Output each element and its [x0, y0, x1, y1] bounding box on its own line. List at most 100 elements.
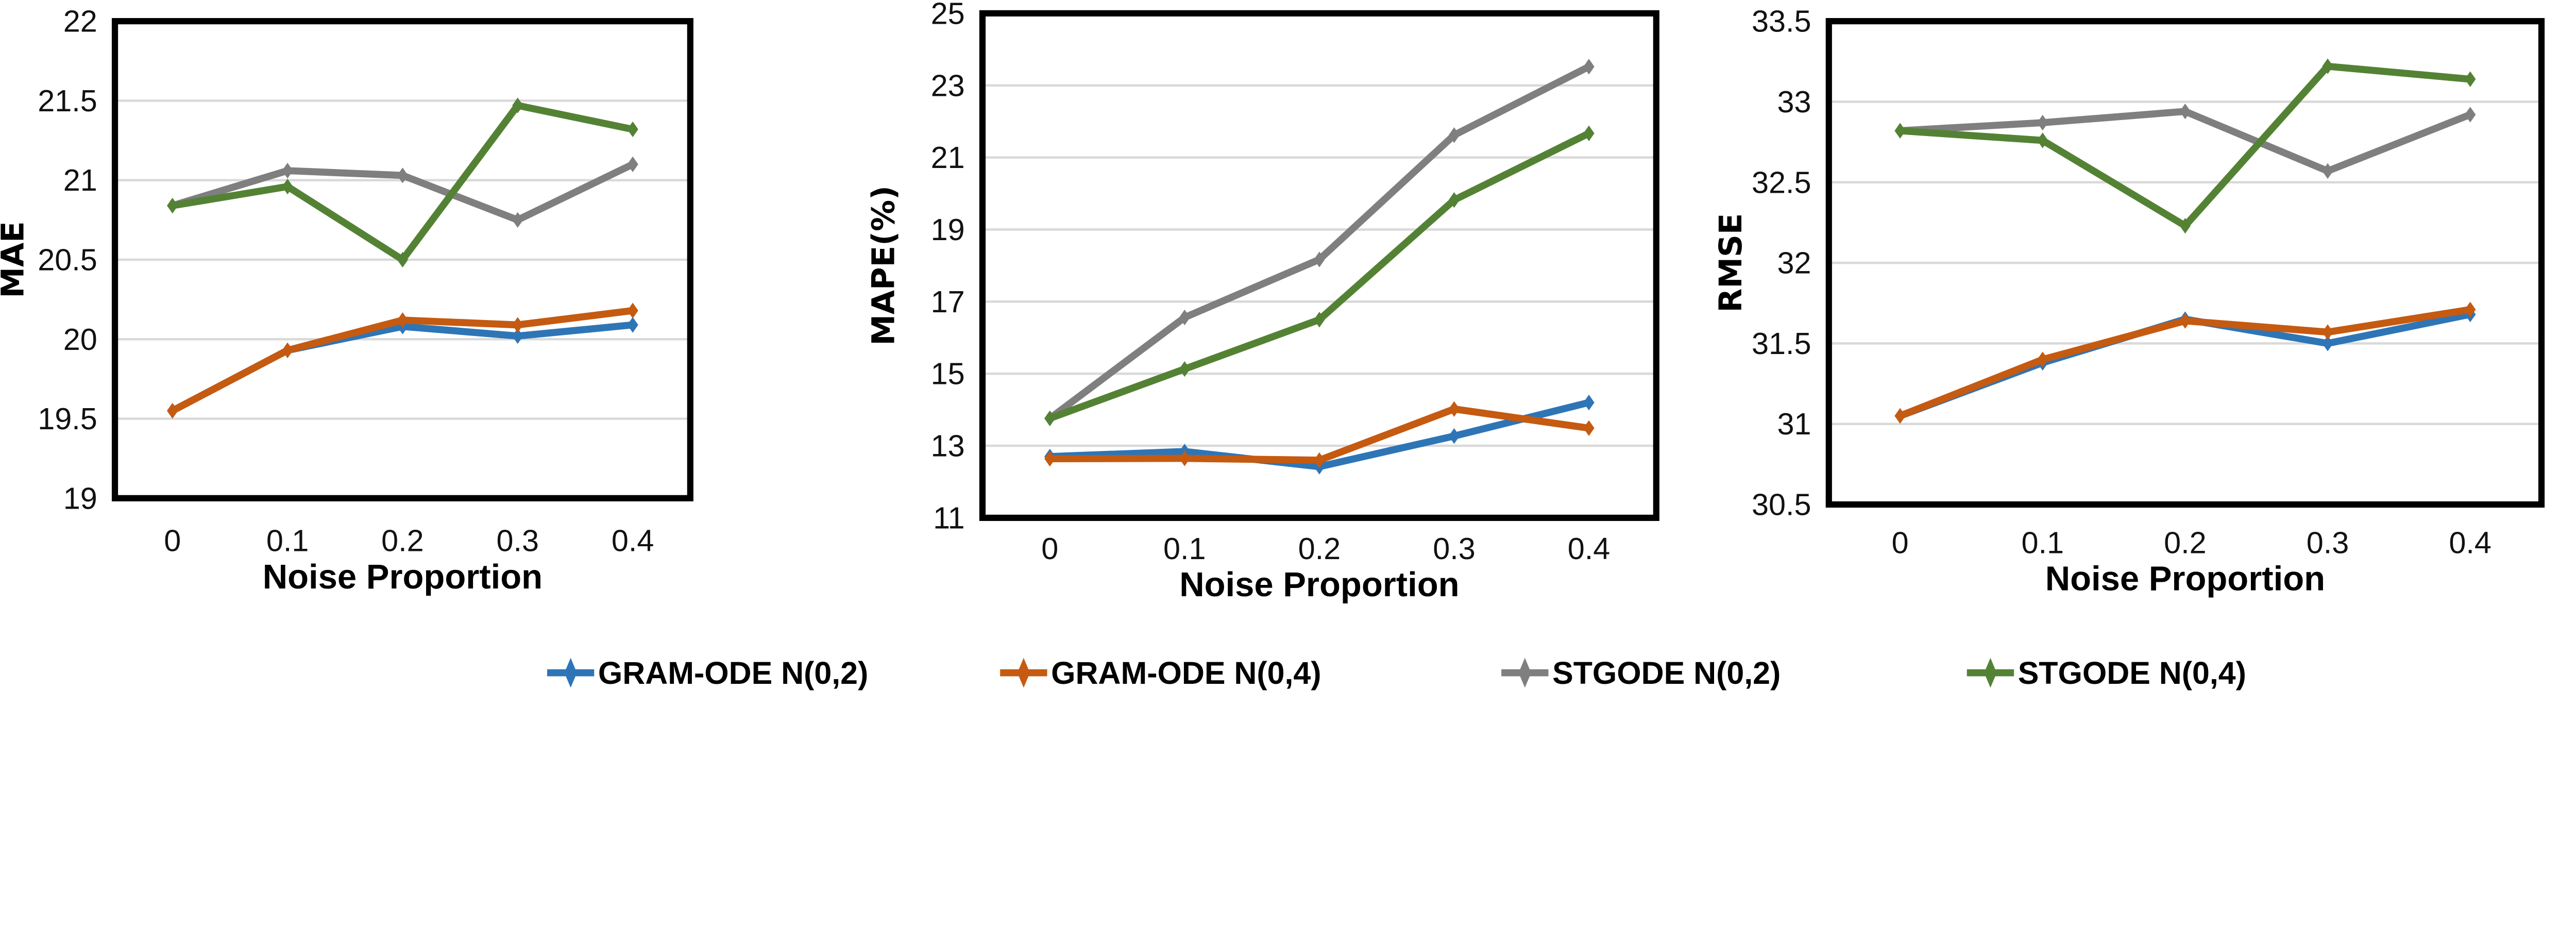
y-tick-label: 23 [931, 68, 965, 103]
series-line [1899, 311, 2471, 419]
data-point [627, 302, 638, 318]
legend-item: STGODE N(0,2) [1501, 655, 1781, 691]
series-gram-ode-n-0-4- [1894, 301, 2476, 424]
y-tick-label: 21 [931, 140, 965, 175]
data-point [2037, 132, 2048, 148]
data-point [512, 317, 523, 333]
series-stgode-n-0-2- [1894, 103, 2476, 179]
data-point [2037, 351, 2048, 367]
data-point [1314, 452, 1325, 468]
data-point [1583, 394, 1595, 411]
x-axis-title: Noise Proportion [1179, 565, 1459, 604]
chart-mape: 11 13 15 17 19 21 23 25 0 0.1 0.2 0.3 0.4 Noise Propo… [866, 0, 1659, 604]
x-tick-label: 0.1 [266, 524, 309, 558]
x-tick-label: 0.1 [2021, 525, 2064, 560]
legend-marker [1518, 658, 1531, 688]
y-tick-label: 13 [931, 429, 965, 463]
x-tick-label: 0.4 [1568, 531, 1611, 566]
legend-label: GRAM-ODE N(0,2) [598, 655, 868, 691]
figure: 19 19.5 20 20.5 21 21.5 22 0 0.1 0.2 0.3 0.4 Noise P… [0, 0, 2545, 691]
x-tick-label: 0.1 [1163, 531, 1206, 566]
data-point [1448, 192, 1460, 208]
plot-frame [111, 18, 693, 501]
series-stgode-n-0-2- [1044, 59, 1595, 427]
legend-marker [1984, 658, 1997, 688]
y-tick-label: 32 [1777, 246, 1811, 280]
data-point [167, 197, 178, 214]
data-point [2465, 301, 2476, 317]
series-line [1047, 63, 1591, 422]
y-tick-label: 21 [63, 163, 97, 197]
series-gram-ode-n-0-4- [167, 302, 638, 419]
data-point [1448, 401, 1460, 417]
y-tick-label: 19 [63, 481, 97, 515]
data-point [1894, 408, 1906, 424]
data-point [2322, 324, 2333, 340]
y-axis-title: MAE [0, 221, 31, 298]
y-tick-label: 20 [63, 322, 97, 357]
y-axis-title: RMSE [1713, 213, 1749, 313]
y-tick-label: 15 [931, 357, 965, 391]
y-tick-label: 33 [1777, 85, 1811, 119]
series-line [1900, 108, 2472, 175]
data-point [2465, 71, 2476, 87]
plot-frame [979, 10, 1659, 521]
data-point [2179, 313, 2191, 329]
y-tick-label: 31.5 [1752, 326, 1811, 361]
legend-label: STGODE N(0,4) [2018, 655, 2246, 691]
data-point [1448, 428, 1460, 444]
series-stgode-n-0-4- [1044, 125, 1595, 427]
legend-item: GRAM-ODE N(0,4) [1000, 655, 1321, 691]
y-tick-label: 25 [931, 0, 965, 30]
plot-frame [1825, 18, 2545, 508]
y-axis-title: MAPE(%) [866, 186, 902, 346]
series-line [1048, 130, 1591, 422]
series-gram-ode-n-0-2- [167, 317, 638, 419]
series-stgode-n-0-4- [167, 97, 638, 268]
y-tick-label: 33.5 [1752, 4, 1811, 39]
y-tick-label: 19 [931, 212, 965, 247]
chart-rmse: 30.5 31 31.5 32 32.5 33 33.5 0 0.1 0.2 0.3 0.4 Noise… [1713, 4, 2545, 598]
data-point [2465, 107, 2476, 123]
x-tick-label: 0.3 [497, 524, 539, 558]
legend-item: GRAM-ODE N(0,2) [547, 655, 868, 691]
x-tick-label: 0.2 [2164, 525, 2207, 560]
data-point [282, 162, 293, 179]
data-point [627, 121, 638, 138]
data-point [1448, 127, 1460, 143]
legend-label: STGODE N(0,2) [1552, 655, 1781, 691]
x-tick-label: 0 [1041, 531, 1058, 566]
series-line [171, 321, 633, 414]
y-tick-label: 22 [63, 4, 97, 39]
data-point [1583, 125, 1595, 141]
x-tick-label: 0 [1892, 525, 1909, 560]
x-tick-label: 0 [164, 524, 181, 558]
data-point [397, 167, 409, 183]
data-point [1179, 450, 1190, 466]
data-point [2037, 114, 2048, 131]
data-point [1314, 251, 1325, 267]
data-point [1894, 123, 1906, 139]
x-axis-title: Noise Proportion [2045, 560, 2325, 598]
data-point [2322, 58, 2333, 74]
y-tick-label: 11 [933, 500, 965, 535]
x-tick-label: 0.3 [1433, 531, 1476, 566]
data-point [1044, 450, 1056, 467]
legend-item: STGODE N(0,4) [1967, 655, 2246, 691]
chart-mae: 19 19.5 20 20.5 21 21.5 22 0 0.1 0.2 0.3 0.4 Noise P… [0, 4, 693, 596]
data-point [2179, 103, 2191, 120]
legend-label: GRAM-ODE N(0,4) [1051, 655, 1321, 691]
y-tick-label: 19.5 [38, 401, 97, 436]
x-tick-label: 0.3 [2307, 525, 2349, 560]
legend-marker [564, 658, 577, 688]
y-tick-label: 17 [931, 284, 965, 319]
data-point [512, 97, 523, 113]
data-point [2322, 335, 2333, 351]
y-tick-label: 20.5 [38, 243, 97, 277]
series-gram-ode-n-0-4- [1044, 401, 1595, 468]
y-tick-label: 32.5 [1752, 165, 1811, 199]
y-tick-label: 21.5 [38, 83, 97, 118]
data-point [512, 212, 523, 228]
x-tick-label: 0.2 [381, 524, 424, 558]
data-point [167, 402, 178, 419]
